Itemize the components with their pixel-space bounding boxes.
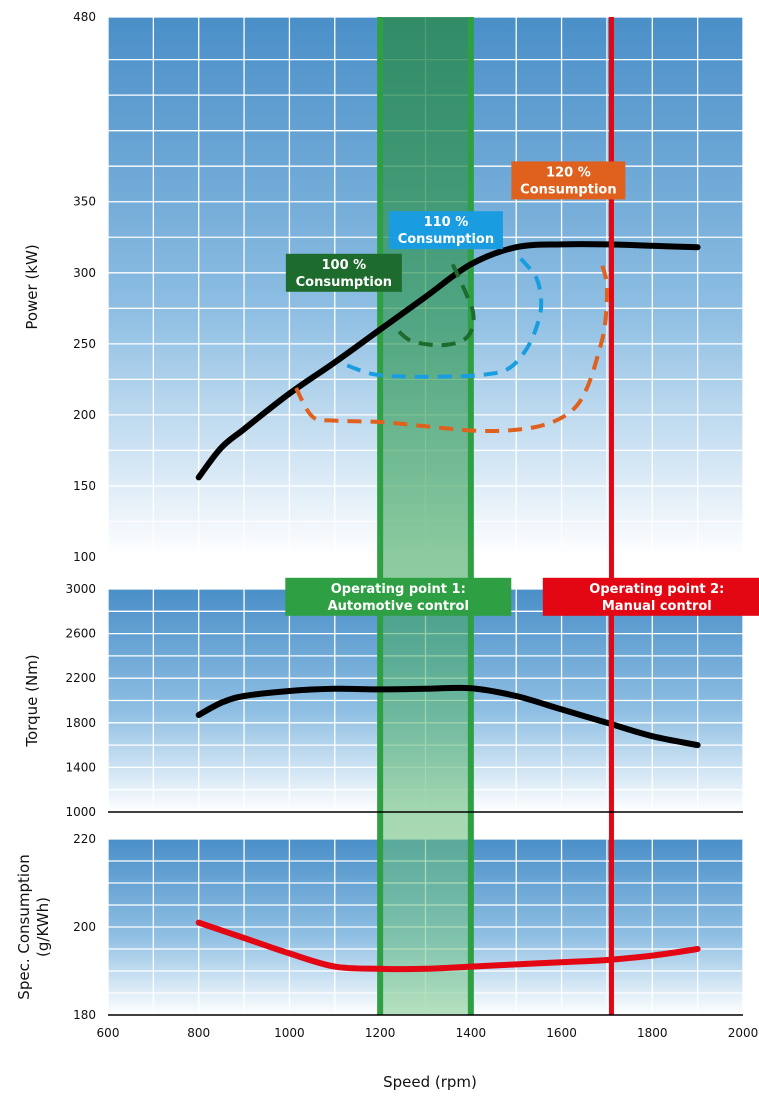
power-ytick-label: 200 — [73, 408, 96, 422]
label-120-box — [511, 161, 626, 200]
consumption-y-axis-title: Spec. Consumption — [15, 854, 33, 999]
consumption-contour-100 — [397, 263, 476, 348]
label-op1: Operating point 1: Automotive control — [285, 577, 512, 616]
power-ytick-label: 150 — [73, 479, 96, 493]
label-op1-box — [285, 577, 512, 616]
torque-curve — [195, 684, 701, 749]
xtick-label: 1800 — [637, 1026, 668, 1040]
xtick-label: 1200 — [365, 1026, 396, 1040]
series-layer — [195, 241, 701, 973]
x-axis-title: Speed (rpm) — [383, 1073, 477, 1091]
power-ytick-label: 350 — [73, 195, 96, 209]
consumption-contour-110 — [338, 257, 544, 379]
torque-ytick-label: 1000 — [65, 805, 96, 819]
consumption-y-axis-title: (g/KWh) — [34, 897, 52, 957]
label-op2-box — [542, 577, 759, 616]
torque-ytick-label: 2200 — [65, 671, 96, 685]
operating-band-layer — [377, 17, 474, 1015]
power-ytick-label: 300 — [73, 266, 96, 280]
xtick-label: 1600 — [546, 1026, 577, 1040]
consumption-ytick-label: 200 — [73, 920, 96, 934]
annotation-layer: 100 % Consumption 110 % Consumption 120 % Con… — [285, 161, 759, 616]
xtick-label: 1400 — [456, 1026, 487, 1040]
label-110-line: Consumption — [398, 232, 494, 247]
xtick-label: 600 — [97, 1026, 120, 1040]
xtick-label: 1000 — [274, 1026, 305, 1040]
label-op2-line: Operating point 2: — [589, 582, 724, 597]
power-ytick-label: 250 — [73, 337, 96, 351]
label-110: 110 % Consumption — [388, 211, 503, 250]
power-y-axis-title: Power (kW) — [23, 244, 41, 329]
label-op1-line: Operating point 1: — [331, 582, 466, 597]
torque-ytick-label: 1400 — [65, 760, 96, 774]
label-120-line: 120 % — [546, 165, 591, 180]
torque-ytick-label: 2600 — [65, 627, 96, 641]
label-op2-line: Manual control — [602, 599, 712, 614]
label-120: 120 % Consumption — [511, 161, 626, 200]
label-100: 100 % Consumption — [285, 253, 402, 292]
label-100-line: 100 % — [322, 258, 367, 273]
label-110-box — [388, 211, 503, 250]
torque-ytick-label: 1800 — [65, 716, 96, 730]
label-120-line: Consumption — [520, 182, 616, 197]
label-100-box — [285, 253, 402, 292]
axes-layer: 100 150 200 250 300 350 480 1000 1400 1800 2200 260… — [15, 10, 758, 1091]
label-op1-line: Automotive control — [328, 599, 469, 614]
power-curve — [195, 241, 701, 481]
torque-y-axis-title: Torque (Nm) — [23, 654, 41, 747]
torque-ytick-label: 3000 — [65, 582, 96, 596]
label-110-line: 110 % — [424, 215, 469, 230]
consumption-ytick-label: 220 — [73, 832, 96, 846]
op1-band — [380, 17, 471, 1015]
power-ytick-label: 100 — [73, 550, 96, 564]
xtick-label: 800 — [187, 1026, 210, 1040]
xtick-label: 2000 — [728, 1026, 759, 1040]
consumption-ytick-label: 180 — [73, 1008, 96, 1022]
power-ytick-label: 480 — [73, 10, 96, 24]
label-100-line: Consumption — [296, 275, 392, 290]
consumption-contour-120 — [292, 265, 609, 434]
label-op2: Operating point 2: Manual control — [542, 577, 759, 616]
